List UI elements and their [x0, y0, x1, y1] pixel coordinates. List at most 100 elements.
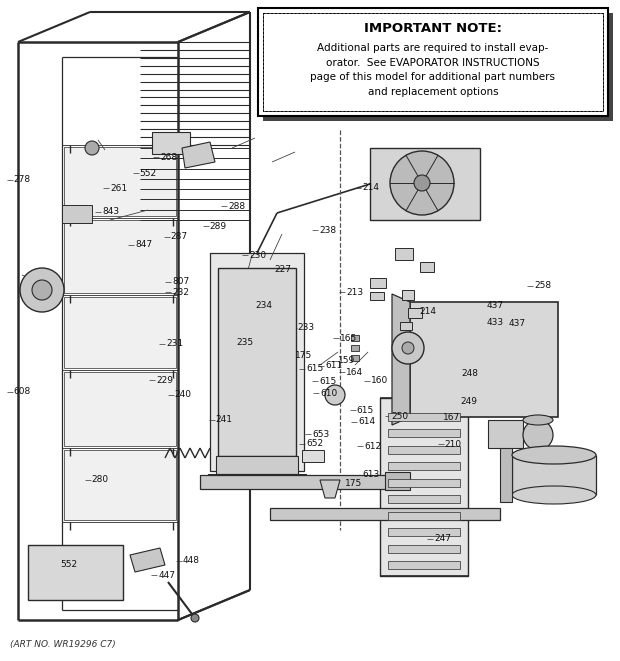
Text: 230: 230 [249, 251, 267, 260]
Bar [388, 561, 460, 569]
Text: 175: 175 [345, 479, 362, 488]
Circle shape [390, 151, 454, 215]
Circle shape [32, 280, 52, 300]
Text: 652: 652 [306, 439, 324, 448]
Text: 164: 164 [346, 368, 363, 377]
Text: 613: 613 [362, 470, 379, 479]
Bar [388, 413, 460, 421]
Circle shape [191, 614, 199, 622]
Text: 214: 214 [362, 183, 379, 192]
Text: 288: 288 [228, 202, 246, 211]
Bar [488, 420, 523, 448]
Text: 278: 278 [14, 175, 31, 184]
Text: (ART NO. WR19296 C7): (ART NO. WR19296 C7) [10, 641, 116, 650]
Bar [263, 13, 603, 111]
Text: 175: 175 [295, 351, 312, 360]
Bar [351, 355, 359, 361]
Circle shape [523, 420, 553, 450]
Bar [512, 455, 596, 495]
Text: 611: 611 [325, 361, 342, 370]
Bar [64, 220, 176, 293]
Bar [64, 372, 176, 446]
Bar [388, 446, 460, 454]
Text: 249: 249 [460, 397, 477, 406]
Bar [380, 398, 468, 576]
Bar [388, 462, 460, 471]
Bar [270, 508, 500, 520]
Text: 615: 615 [319, 377, 337, 386]
Bar [258, 8, 608, 116]
Bar [210, 253, 304, 471]
Text: 227: 227 [274, 265, 291, 274]
Text: 437: 437 [508, 319, 526, 328]
Bar [64, 450, 176, 520]
Text: 247: 247 [434, 534, 451, 543]
Text: 614: 614 [358, 417, 376, 426]
Text: 843: 843 [102, 207, 120, 216]
Polygon shape [263, 13, 613, 121]
Bar [410, 302, 558, 417]
Text: 233: 233 [298, 323, 315, 332]
Ellipse shape [523, 415, 553, 425]
Text: 258: 258 [534, 281, 552, 290]
Circle shape [392, 332, 424, 364]
Text: 612: 612 [364, 442, 381, 451]
Bar [152, 132, 190, 154]
Text: 615: 615 [306, 364, 324, 373]
Bar [388, 495, 460, 503]
Polygon shape [320, 480, 340, 498]
Text: 167: 167 [443, 413, 460, 422]
Bar [351, 335, 359, 341]
Bar [302, 450, 324, 462]
Text: 235: 235 [237, 338, 254, 347]
Bar [388, 512, 460, 520]
Bar [351, 345, 359, 351]
Text: 437: 437 [486, 301, 503, 310]
Bar [400, 322, 412, 330]
Bar [388, 545, 460, 553]
Ellipse shape [512, 486, 596, 504]
Polygon shape [392, 294, 410, 425]
Text: 433: 433 [486, 318, 503, 327]
Text: 807: 807 [172, 277, 190, 286]
Bar [388, 430, 460, 438]
Text: 287: 287 [170, 232, 188, 241]
Text: 653: 653 [312, 430, 330, 439]
Bar [216, 456, 298, 474]
Polygon shape [182, 142, 215, 168]
Polygon shape [130, 548, 165, 572]
Bar [408, 308, 422, 318]
Text: 241: 241 [216, 415, 232, 424]
Text: 552: 552 [61, 560, 78, 569]
Bar [388, 479, 460, 486]
Bar [62, 205, 92, 223]
Text: Additional parts are required to install evap-
orator.  See EVAPORATOR INSTRUCTI: Additional parts are required to install… [311, 43, 556, 97]
Text: 248: 248 [461, 369, 478, 378]
Text: 160: 160 [371, 376, 388, 385]
Bar [370, 292, 384, 300]
Text: 210: 210 [445, 440, 462, 449]
Text: 615: 615 [356, 406, 374, 415]
Ellipse shape [512, 446, 596, 464]
Circle shape [402, 342, 414, 354]
Text: 159: 159 [338, 356, 355, 366]
Text: 234: 234 [255, 301, 272, 310]
Bar [395, 248, 413, 260]
Text: 231: 231 [166, 339, 184, 348]
Bar [208, 474, 306, 486]
Text: 232: 232 [172, 288, 189, 297]
Text: 610: 610 [320, 389, 337, 398]
Text: 250: 250 [392, 412, 409, 421]
Bar [385, 472, 410, 490]
Bar [200, 475, 390, 489]
Bar [64, 297, 176, 368]
Bar [218, 268, 296, 456]
Text: 847: 847 [135, 240, 153, 249]
Text: 608: 608 [14, 387, 31, 397]
Text: 268: 268 [160, 153, 177, 162]
Bar [263, 13, 603, 111]
Text: 280: 280 [92, 475, 109, 485]
Text: 552: 552 [140, 169, 157, 178]
Bar [420, 262, 434, 272]
Text: 261: 261 [110, 184, 128, 193]
